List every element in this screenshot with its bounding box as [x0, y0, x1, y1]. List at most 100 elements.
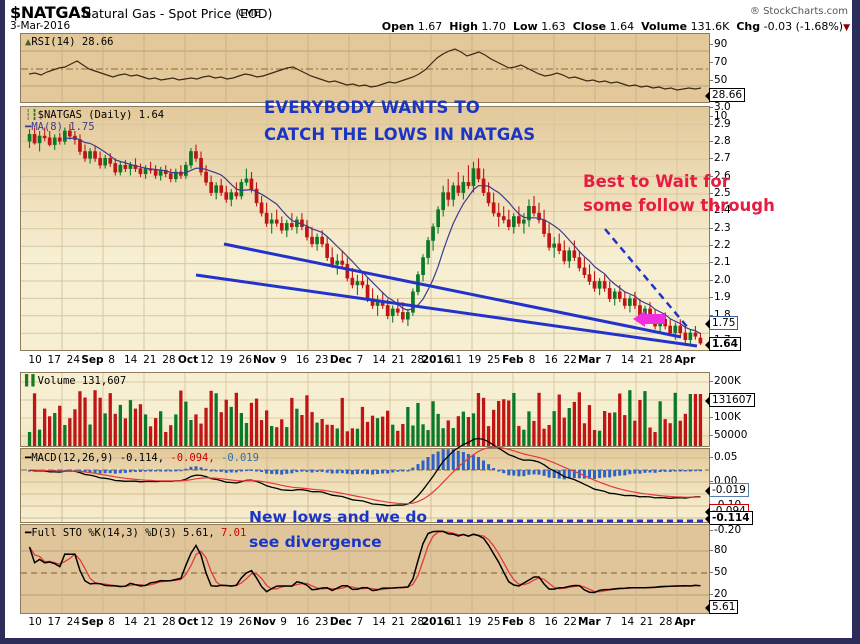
- price-tick-2-5: 2.5: [714, 187, 731, 199]
- trendline-lower: [195, 273, 698, 348]
- x-tick-apr: Apr: [674, 616, 696, 628]
- x-tick-7: 7: [356, 616, 364, 628]
- price-tick-3-0: 3.0: [714, 101, 731, 113]
- sto-value-box: 5.61: [704, 600, 739, 614]
- macd-panel: ━MACD(12,26,9) -0.114, -0.094, -0.019: [20, 437, 710, 523]
- macd-tick-0-05: 0.05: [714, 451, 738, 463]
- x-tick-25: 25: [487, 354, 501, 366]
- symbol-description: Natural Gas - Spot Price (EOD): [82, 6, 273, 21]
- rsi-tick-90: 90: [714, 38, 728, 50]
- rsi-panel: ▲RSI(14) 28.66: [20, 33, 710, 103]
- rsi-tick-70: 70: [714, 56, 728, 68]
- x-tick-nov: Nov: [253, 616, 276, 628]
- high-label: High: [449, 20, 478, 33]
- trendline-dashed: [604, 228, 690, 330]
- rsi-mountain-icon: ▲: [25, 36, 32, 48]
- x-tick-22: 22: [563, 616, 577, 628]
- x-tick-23: 23: [315, 354, 329, 366]
- x-tick-16: 16: [544, 616, 558, 628]
- x-tick-19: 19: [467, 354, 482, 366]
- annotation-best-to-wait-line2: some follow through: [583, 196, 775, 215]
- price-tick-1-9: 1.9: [714, 291, 731, 303]
- stockcharts-credit: ® StockCharts.com: [749, 6, 848, 17]
- price-tick-2-6: 2.6: [714, 170, 731, 182]
- volume-label: Volume: [641, 20, 688, 33]
- rsi-plot: [21, 34, 709, 102]
- x-tick-16: 16: [544, 354, 558, 366]
- x-tick-21: 21: [639, 354, 654, 366]
- low-label: Low: [512, 20, 538, 33]
- macd-signal-value: -0.094,: [170, 452, 215, 464]
- annotation-new-lows-line2: see divergence: [249, 533, 382, 551]
- x-tick-28: 28: [162, 616, 176, 628]
- x-tick-feb: Feb: [502, 354, 524, 366]
- close-label: Close: [572, 20, 607, 33]
- volume-tick-100k: 100K: [714, 411, 741, 423]
- volume-tick-200k: 200K: [714, 375, 741, 387]
- ma-panel-label: ━MA(8) 1.75: [25, 121, 95, 133]
- x-tick-sep: Sep: [81, 616, 104, 628]
- chart-date: 3-Mar-2016: [10, 20, 71, 32]
- sto-plot: [21, 525, 709, 613]
- x-tick-9: 9: [280, 616, 287, 628]
- annotation-everybody-wants-line2: CATCH THE LOWS IN NATGAS: [264, 125, 536, 144]
- price-tick-2-9: 2.9: [714, 118, 731, 130]
- x-tick-nov: Nov: [253, 354, 276, 366]
- x-tick-10: 10: [28, 354, 42, 366]
- quote-bar: Open 1.67 High 1.70 Low 1.63 Close 1.64 …: [382, 20, 850, 33]
- macd-value-box: -0.114: [705, 511, 753, 525]
- x-tick-2016: 2016: [421, 354, 452, 366]
- close-value: 1.64: [609, 20, 635, 33]
- chg-down-icon: ▼: [843, 23, 850, 33]
- x-tick-16: 16: [295, 616, 310, 628]
- window-edge-right: [852, 0, 860, 644]
- x-tick-22: 22: [563, 354, 577, 366]
- price-tick-2-4: 2.4: [714, 204, 731, 216]
- chg-label: Chg: [736, 20, 761, 33]
- x-tick-16: 16: [295, 354, 310, 366]
- x-tick-26: 26: [238, 616, 253, 628]
- x-tick-17: 17: [47, 354, 61, 366]
- price-tick-2-2: 2.2: [714, 239, 731, 251]
- price-tick-2-0: 2.0: [714, 274, 731, 286]
- price-plot: [21, 107, 709, 350]
- x-tick-14: 14: [372, 616, 386, 628]
- x-tick-dec: Dec: [329, 354, 352, 366]
- volume-panel-label: ▌▌Volume 131,607: [25, 375, 127, 387]
- x-tick-14: 14: [372, 354, 386, 366]
- low-value: 1.63: [541, 20, 566, 33]
- x-tick-19: 19: [467, 616, 482, 628]
- symbol-ticker: $NATGAS: [10, 3, 92, 22]
- x-tick-21: 21: [143, 354, 157, 366]
- window-edge-left: [0, 0, 5, 644]
- x-tick-17: 17: [47, 616, 61, 628]
- x-tick-28: 28: [410, 616, 425, 628]
- sto-panel: ━Full STO %K(14,3) %D(3) 5.61, 7.01: [20, 524, 710, 614]
- macd-panel-label: ━MACD(12,26,9) -0.114, -0.094, -0.019: [25, 452, 259, 464]
- x-tick-14: 14: [123, 354, 138, 366]
- price-tick-2-3: 2.3: [714, 222, 731, 234]
- annotation-new-lows-line1: New lows and we do: [249, 508, 428, 526]
- x-tick-8: 8: [108, 354, 115, 366]
- x-tick-mar: Mar: [577, 616, 601, 628]
- x-tick-mar: Mar: [577, 354, 601, 366]
- x-tick-dec: Dec: [329, 616, 352, 628]
- volume-tick-50000: 50000: [714, 429, 748, 441]
- x-tick-19: 19: [219, 616, 233, 628]
- x-tick-7: 7: [605, 354, 612, 366]
- x-tick-2016: 2016: [421, 616, 452, 628]
- volume-plot: [21, 373, 709, 446]
- annotation-everybody-wants-line1: EVERYBODY WANTS TO: [264, 98, 480, 117]
- candlestick-icon: ┆┇: [25, 109, 38, 121]
- window-edge-bottom: [0, 638, 860, 644]
- rsi-tick-50: 50: [714, 74, 728, 86]
- volume-value: 131.6K: [690, 20, 730, 33]
- annotation-best-to-wait-line1: Best to Wait for: [583, 172, 730, 191]
- trendline-upper: [223, 242, 682, 339]
- volume-panel: ▌▌Volume 131,607: [20, 372, 710, 447]
- macd-hist-value: -0.019: [221, 452, 259, 464]
- x-tick-28: 28: [659, 354, 673, 366]
- sto-tick-50: 50: [714, 566, 728, 578]
- x-tick-10: 10: [28, 616, 42, 628]
